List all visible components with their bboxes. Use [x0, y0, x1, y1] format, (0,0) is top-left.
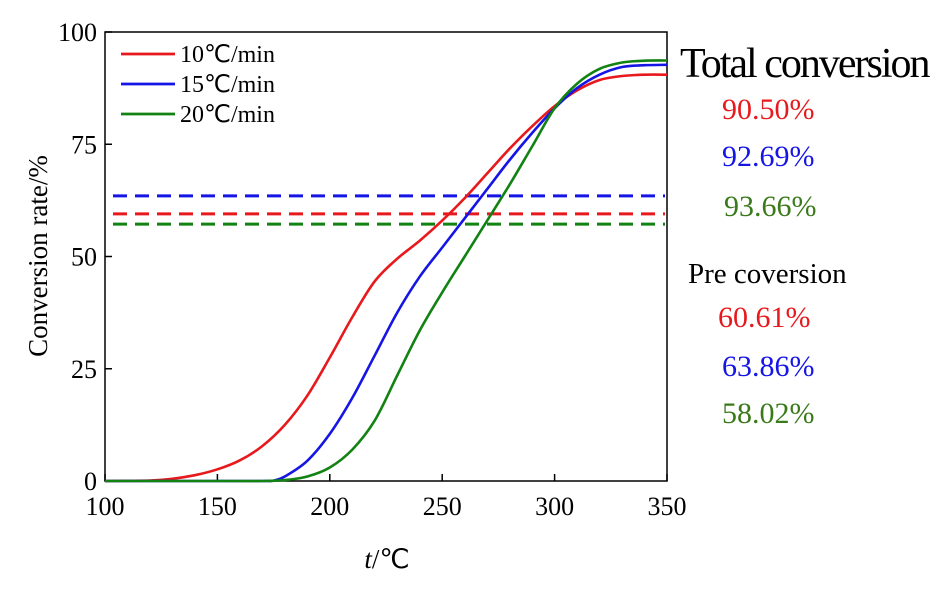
- x-tick-label: 300: [535, 492, 574, 521]
- x-tick-label: 350: [648, 492, 687, 521]
- total-conversion-title: Total conversion: [680, 41, 930, 87]
- total-value-15: 92.69%: [722, 140, 815, 173]
- x-axis-label: t/℃: [364, 544, 409, 574]
- y-tick-label: 75: [71, 130, 97, 159]
- y-tick-label: 25: [71, 355, 97, 384]
- x-axis-label-var: t: [364, 544, 373, 574]
- total-value-10: 90.50%: [722, 93, 815, 126]
- legend-label: 15℃/min: [180, 72, 275, 98]
- series-line: [105, 59, 667, 483]
- x-tick-label: 250: [423, 492, 462, 521]
- pre-value-10: 60.61%: [718, 301, 811, 334]
- y-tick-label: 50: [71, 243, 97, 272]
- x-tick-label: 150: [198, 492, 237, 521]
- reference-lines: [113, 194, 665, 226]
- x-tick-label: 100: [86, 492, 125, 521]
- total-value-20: 93.66%: [724, 190, 817, 223]
- pre-conversion-title: Pre coversion: [688, 258, 847, 290]
- x-tick-label: 200: [310, 492, 349, 521]
- plot-frame: [104, 31, 668, 482]
- y-tick-label: 0: [84, 467, 97, 496]
- series-lines: [105, 59, 667, 483]
- y-axis-label: Conversion rate/%: [23, 155, 53, 357]
- y-ticks: 0 25 50 75 100: [58, 18, 112, 496]
- legend: 10℃/min 15℃/min 20℃/min: [121, 42, 275, 128]
- legend-label: 10℃/min: [180, 42, 275, 68]
- legend-label: 20℃/min: [180, 102, 275, 128]
- series-line: [105, 73, 667, 483]
- pre-value-20: 58.02%: [722, 397, 815, 430]
- pre-value-15: 63.86%: [722, 350, 815, 383]
- x-axis-label-unit: /℃: [372, 544, 410, 574]
- x-ticks: 100 150 200 250 300 350: [86, 474, 687, 521]
- y-tick-label: 100: [58, 18, 97, 47]
